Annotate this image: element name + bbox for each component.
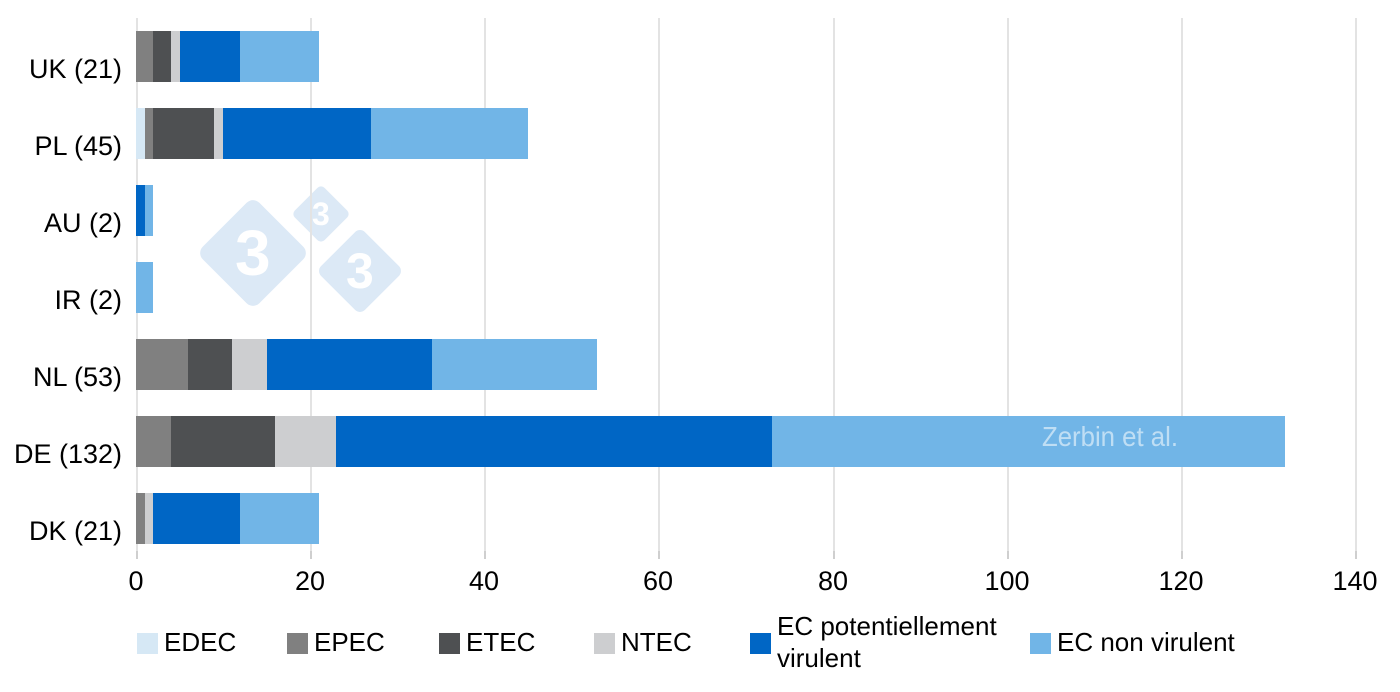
axis-tick: [1007, 551, 1009, 559]
y-axis-label: NL (53): [32, 362, 122, 392]
axis-tick: [658, 551, 660, 559]
y-axis-label: IR (2): [54, 285, 123, 315]
bar-segment-epec: [136, 493, 145, 544]
gridline: [1007, 18, 1009, 551]
gridline: [658, 18, 660, 551]
bar-segment-ec-potentiellement-virulent: [179, 31, 241, 82]
bar-segment-ntec: [214, 108, 224, 159]
bar-segment-ec-non-virulent: [771, 416, 1286, 467]
axis-tick: [310, 551, 312, 559]
bar-segment-ntec: [144, 493, 154, 544]
gridline: [1181, 18, 1183, 551]
bar-segment-ec-potentiellement-virulent: [336, 416, 772, 467]
y-axis-label: DK (21): [28, 516, 122, 546]
bar-segment-epec: [136, 339, 189, 390]
legend-swatch: [439, 632, 460, 654]
bar-segment-ec-non-virulent: [240, 31, 319, 82]
bar-segment-etec: [170, 416, 276, 467]
bar-segment-ec-non-virulent: [240, 493, 319, 544]
legend-item: ETEC: [439, 612, 535, 674]
legend-item: EPEC: [287, 612, 385, 674]
legend-label: EC non virulent: [1057, 627, 1235, 658]
x-axis-tick-label: 60: [642, 566, 674, 596]
x-axis-tick-label: 140: [1332, 566, 1378, 596]
bar-row: [136, 31, 319, 82]
bar-row: [136, 493, 319, 544]
legend-swatch: [287, 632, 308, 654]
bar-row: [136, 416, 1286, 467]
bar-segment-ec-non-virulent: [371, 108, 528, 159]
legend-swatch: [594, 632, 615, 654]
bar-segment-ec-potentiellement-virulent: [153, 493, 241, 544]
bar-segment-ec-potentiellement-virulent: [266, 339, 433, 390]
annotation-zerbin: Zerbin et al.: [1041, 421, 1179, 452]
axis-tick: [1181, 551, 1183, 559]
x-axis-tick-label: 80: [817, 566, 849, 596]
y-axis-label: AU (2): [43, 208, 122, 238]
bar-segment-ec-potentiellement-virulent: [223, 108, 372, 159]
bar-segment-ec-non-virulent: [432, 339, 598, 390]
x-axis-tick-label: 120: [1158, 566, 1204, 596]
bar-row: [136, 262, 154, 313]
gridline: [1355, 18, 1357, 551]
plot-area: [136, 18, 1357, 559]
bar-row: [136, 108, 528, 159]
legend-item: EDEC: [137, 612, 236, 674]
legend-label: NTEC: [621, 627, 692, 658]
legend-item: NTEC: [594, 612, 692, 674]
legend-label: EPEC: [314, 627, 385, 658]
axis-tick: [833, 551, 835, 559]
bar-segment-etec: [153, 108, 215, 159]
bar-segment-ntec: [170, 31, 180, 82]
legend-label: ETEC: [466, 627, 536, 658]
x-axis-tick-label: 20: [294, 566, 326, 596]
legend-label: EDEC: [164, 627, 237, 658]
x-axis-tick-label: 100: [984, 566, 1030, 596]
y-axis-label: PL (45): [34, 131, 122, 161]
legend-swatch: [1030, 632, 1051, 654]
legend-swatch: [137, 632, 158, 654]
legend-item: EC potentiellement virulent: [750, 611, 1015, 674]
bar-segment-ntec: [231, 339, 267, 390]
axis-tick: [1355, 551, 1357, 559]
x-axis-tick-label: 40: [468, 566, 500, 596]
legend-label: EC potentiellement virulent: [777, 611, 997, 673]
bar-row: [136, 185, 154, 236]
legend-item: EC non virulent: [1030, 612, 1235, 674]
bar-segment-epec: [136, 31, 154, 82]
axis-tick: [484, 551, 486, 559]
bar-segment-etec: [153, 31, 171, 82]
bar-segment-ec-potentiellement-virulent: [136, 185, 145, 236]
bar-segment-edec: [136, 108, 145, 159]
bar-segment-ec-non-virulent: [144, 185, 154, 236]
gridline: [484, 18, 486, 551]
axis-tick: [136, 551, 138, 559]
gridline: [310, 18, 312, 551]
bar-segment-epec: [144, 108, 154, 159]
y-axis-label: DE (132): [13, 439, 122, 469]
bar-segment-etec: [188, 339, 232, 390]
bar-row: [136, 339, 598, 390]
x-axis-tick-label: 0: [128, 566, 144, 596]
legend-swatch: [750, 632, 771, 654]
y-axis-label: UK (21): [28, 54, 122, 84]
gridline: [833, 18, 835, 551]
bar-segment-ec-non-virulent: [136, 262, 154, 313]
bar-segment-ntec: [275, 416, 337, 467]
bar-segment-epec: [136, 416, 171, 467]
